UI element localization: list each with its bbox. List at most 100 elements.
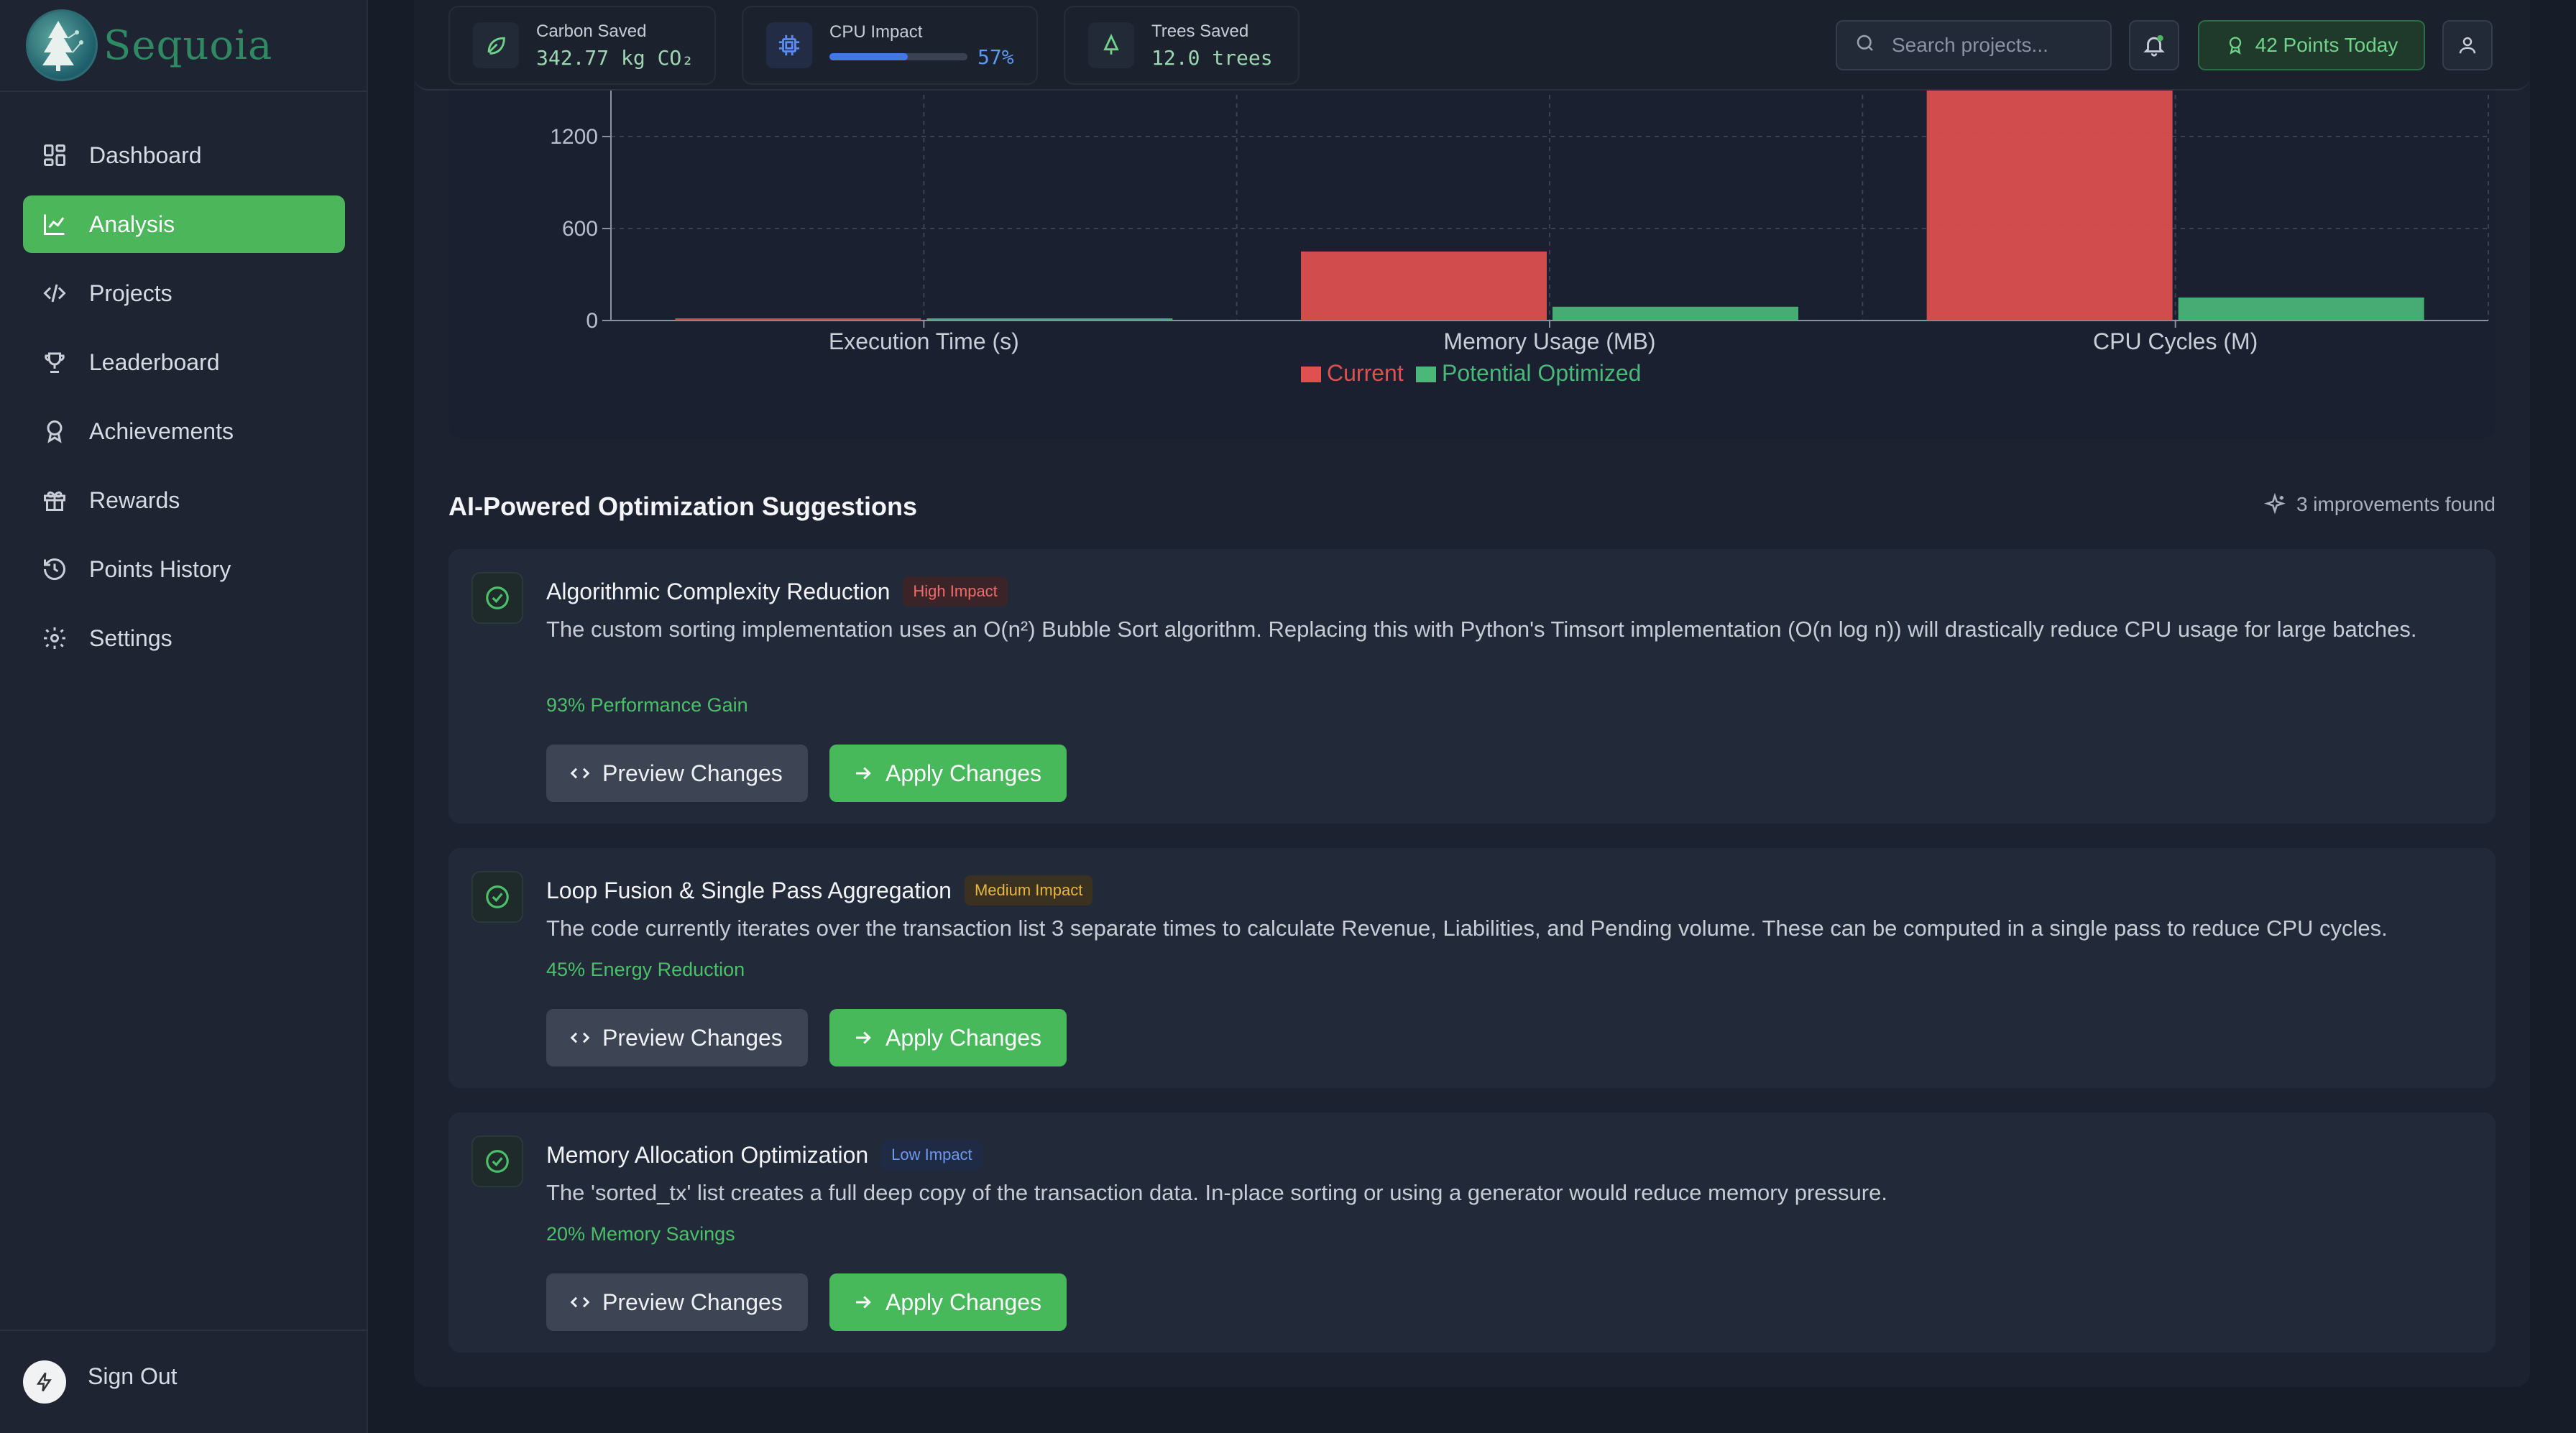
y-tick-label: 600 xyxy=(562,217,598,241)
suggestions-title: AI-Powered Optimization Suggestions xyxy=(448,492,918,521)
history-icon xyxy=(40,555,69,584)
sequoia-logo-icon xyxy=(26,9,98,81)
sidebar-item-leaderboard[interactable]: Leaderboard xyxy=(23,333,345,391)
cpu-impact-progress xyxy=(829,53,967,60)
sparkles-icon xyxy=(2263,493,2286,516)
carbon-saved-label: Carbon Saved xyxy=(536,21,647,41)
apply-changes-button[interactable]: Apply Changes xyxy=(829,745,1067,802)
sidebar-item-achievements[interactable]: Achievements xyxy=(23,402,345,460)
trees-saved-value: 12.0 trees xyxy=(1151,45,1273,70)
carbon-saved-value: 342.77 kg CO₂ xyxy=(536,45,694,70)
cpu-chip-icon xyxy=(766,22,812,68)
x-tick-label: CPU Cycles (M) xyxy=(2093,328,2258,354)
cpu-impact-fill xyxy=(829,53,908,60)
preview-changes-button[interactable]: Preview Changes xyxy=(546,1009,808,1066)
sidebar-item-label: Dashboard xyxy=(89,142,202,168)
suggestion-title: Algorithmic Complexity Reduction xyxy=(546,578,891,604)
impact-badge: High Impact xyxy=(903,576,1008,607)
gift-icon xyxy=(40,486,69,515)
suggestion-title: Memory Allocation Optimization xyxy=(546,1141,869,1168)
apply-changes-button[interactable]: Apply Changes xyxy=(829,1009,1067,1066)
top-bar: Carbon Saved 342.77 kg CO₂ CPU Impact 57… xyxy=(414,0,2530,91)
arrow-right-icon xyxy=(852,1027,874,1049)
optimized-bar xyxy=(926,318,1173,321)
suggestion-gain: 45% Energy Reduction xyxy=(546,959,745,980)
check-circle-icon xyxy=(472,871,523,923)
code-icon xyxy=(569,1291,591,1313)
gear-icon xyxy=(40,624,69,653)
app-name: Sequoia xyxy=(104,22,273,69)
suggestion-gain: 20% Memory Savings xyxy=(546,1223,735,1245)
impact-badge: Low Impact xyxy=(881,1140,983,1170)
sidebar-nav: Dashboard Analysis Projects Leaderboard xyxy=(23,126,345,678)
sidebar-item-settings[interactable]: Settings xyxy=(23,609,345,667)
arrow-right-icon xyxy=(852,762,874,784)
sidebar: Sequoia Dashboard Analysis Projects xyxy=(0,0,368,1433)
code-icon xyxy=(569,1027,591,1049)
points-today-button[interactable]: 42 Points Today xyxy=(2198,20,2425,70)
suggestion-card: Memory Allocation Optimization Low Impac… xyxy=(448,1112,2496,1353)
y-tick-label: 0 xyxy=(586,309,598,333)
current-bar xyxy=(1301,252,1547,321)
trees-saved-stat: Trees Saved 12.0 trees xyxy=(1064,6,1300,85)
sidebar-item-label: Points History xyxy=(89,556,231,582)
points-today-label: 42 Points Today xyxy=(2255,34,2398,56)
search-icon xyxy=(1854,32,1876,59)
impact-badge: Medium Impact xyxy=(964,875,1093,906)
code-icon xyxy=(40,279,69,308)
apply-changes-button[interactable]: Apply Changes xyxy=(829,1273,1067,1331)
apply-changes-label: Apply Changes xyxy=(886,1024,1042,1051)
suggestion-card: Algorithmic Complexity Reduction High Im… xyxy=(448,549,2496,824)
tree-icon xyxy=(1088,22,1134,68)
logo-row: Sequoia xyxy=(0,0,367,92)
grid-icon xyxy=(40,141,69,170)
optimized-bar xyxy=(1552,306,1798,321)
legend-label: Potential Optimized xyxy=(1442,360,1641,386)
arrow-right-icon xyxy=(852,1291,874,1313)
check-circle-icon xyxy=(472,572,523,624)
trophy-icon xyxy=(40,348,69,377)
preview-changes-label: Preview Changes xyxy=(602,1289,783,1315)
suggestion-card: Loop Fusion & Single Pass Aggregation Me… xyxy=(448,848,2496,1088)
sidebar-item-projects[interactable]: Projects xyxy=(23,264,345,322)
x-tick-label: Memory Usage (MB) xyxy=(1443,328,1655,354)
legend-swatch xyxy=(1301,367,1321,382)
search-box[interactable] xyxy=(1836,20,2112,70)
carbon-saved-stat: Carbon Saved 342.77 kg CO₂ xyxy=(448,6,716,85)
preview-changes-label: Preview Changes xyxy=(602,760,783,786)
sidebar-item-rewards[interactable]: Rewards xyxy=(23,471,345,529)
suggestion-description: The 'sorted_tx' list creates a full deep… xyxy=(546,1180,1887,1205)
notifications-button[interactable] xyxy=(2129,20,2179,70)
suggestion-header: Algorithmic Complexity Reduction High Im… xyxy=(546,576,1008,607)
suggestion-header: Loop Fusion & Single Pass Aggregation Me… xyxy=(546,875,1093,906)
legend-label: Current xyxy=(1327,360,1404,386)
suggestion-title: Loop Fusion & Single Pass Aggregation xyxy=(546,877,952,903)
sidebar-item-analysis[interactable]: Analysis xyxy=(23,195,345,253)
main-panel: 0 600 1200 Execution Time (s) Memory Usage (… xyxy=(414,0,2530,1387)
legend-swatch xyxy=(1416,367,1436,382)
bell-icon xyxy=(2143,34,2165,57)
cpu-impact-stat: CPU Impact 57% xyxy=(742,6,1038,85)
y-tick-label: 1200 xyxy=(550,125,598,149)
sign-out-link[interactable]: Sign Out xyxy=(88,1363,178,1389)
search-input[interactable] xyxy=(1892,34,2107,57)
sidebar-item-points-history[interactable]: Points History xyxy=(23,540,345,598)
leaf-icon xyxy=(473,22,519,68)
sidebar-item-dashboard[interactable]: Dashboard xyxy=(23,126,345,184)
preview-changes-label: Preview Changes xyxy=(602,1024,783,1051)
user-profile-button[interactable] xyxy=(2442,20,2493,70)
x-tick-label: Execution Time (s) xyxy=(829,328,1019,354)
suggestion-description: The code currently iterates over the tra… xyxy=(546,916,2388,941)
improvements-count-label: 3 improvements found xyxy=(2296,493,2496,515)
suggestion-gain: 93% Performance Gain xyxy=(546,694,748,716)
preview-changes-button[interactable]: Preview Changes xyxy=(546,745,808,802)
sidebar-item-label: Achievements xyxy=(89,418,234,444)
cpu-impact-value: 57% xyxy=(978,45,1014,69)
preview-changes-button[interactable]: Preview Changes xyxy=(546,1273,808,1331)
user-icon xyxy=(2459,37,2476,54)
check-circle-icon xyxy=(472,1135,523,1187)
award-icon xyxy=(40,417,69,446)
code-icon xyxy=(569,762,591,784)
sidebar-item-label: Settings xyxy=(89,625,172,651)
